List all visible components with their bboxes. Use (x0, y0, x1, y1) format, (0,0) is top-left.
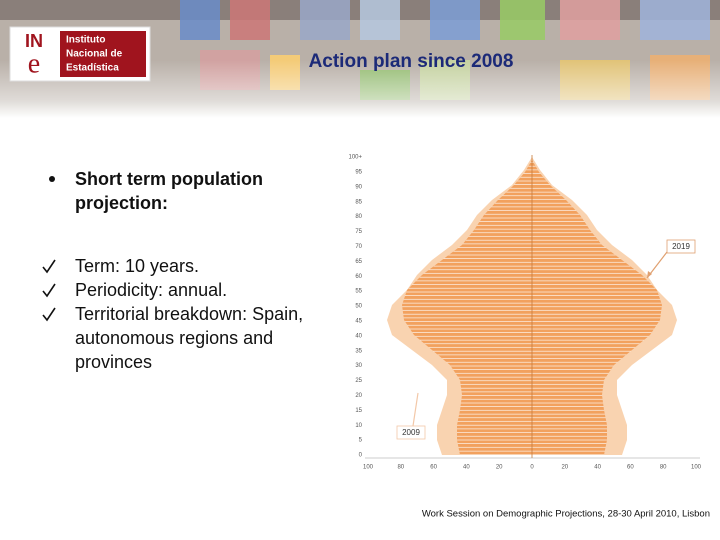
bullet-text: Short term population (75, 169, 263, 189)
bullet-text: projection: (75, 193, 168, 213)
logo-text: Estadística (66, 63, 119, 74)
age-label: 90 (355, 184, 362, 190)
check-mark (42, 283, 56, 298)
age-label: 20 (355, 393, 362, 399)
annotation: 2019 (672, 242, 690, 251)
check-text: Territorial breakdown: Spain, (75, 304, 303, 324)
x-label: 20 (561, 465, 568, 471)
age-label: 85 (355, 199, 362, 205)
age-label: 35 (355, 348, 362, 354)
age-label: 25 (355, 378, 362, 384)
age-label: 50 (355, 304, 362, 310)
annotation: 2009 (402, 428, 420, 437)
check-mark (42, 307, 56, 322)
check-text: autonomous regions and (75, 328, 273, 348)
check-text: provinces (75, 352, 152, 372)
age-label: 30 (355, 363, 362, 369)
check-text: Periodicity: annual. (75, 280, 227, 300)
age-label: 45 (355, 318, 362, 324)
x-label: 60 (627, 465, 634, 471)
x-label: 40 (463, 465, 470, 471)
x-label: 60 (430, 465, 437, 471)
age-label: 10 (355, 423, 362, 429)
age-label: 0 (359, 453, 363, 459)
x-label: 80 (660, 465, 667, 471)
age-label: 60 (355, 274, 362, 280)
x-label: 100 (363, 465, 374, 471)
pyramid: 100+959085807570656055504540353025201510… (348, 155, 701, 471)
age-label: 80 (355, 214, 362, 220)
age-label: 95 (355, 169, 362, 175)
age-label: 100+ (348, 155, 362, 161)
age-label: 75 (355, 229, 362, 235)
age-label: 55 (355, 289, 362, 295)
age-label: 70 (355, 244, 362, 250)
logo: IN e Instituto Nacional de Estadística (9, 26, 151, 82)
bullet-dot (49, 176, 55, 182)
check-list: Term: 10 years. Periodicity: annual. Terri… (42, 256, 303, 372)
age-label: 65 (355, 259, 362, 265)
slide-title: Action plan since 2008 (309, 51, 514, 72)
logo-text: Nacional de (66, 49, 123, 60)
bullet: Short term population projection: (75, 169, 263, 213)
age-label: 40 (355, 333, 362, 339)
x-label: 0 (530, 465, 534, 471)
age-label: 15 (355, 408, 362, 414)
check-mark (42, 259, 56, 274)
x-label: 80 (397, 465, 404, 471)
x-label: 40 (594, 465, 601, 471)
logo-mark: e (28, 48, 40, 79)
footer: Work Session on Demographic Projections,… (422, 509, 710, 520)
logo-text: Instituto (66, 35, 105, 46)
check-text: Term: 10 years. (75, 256, 199, 276)
x-label: 100 (691, 465, 702, 471)
age-label: 5 (359, 438, 363, 444)
logo-mark: IN (25, 31, 43, 51)
x-label: 20 (496, 465, 503, 471)
